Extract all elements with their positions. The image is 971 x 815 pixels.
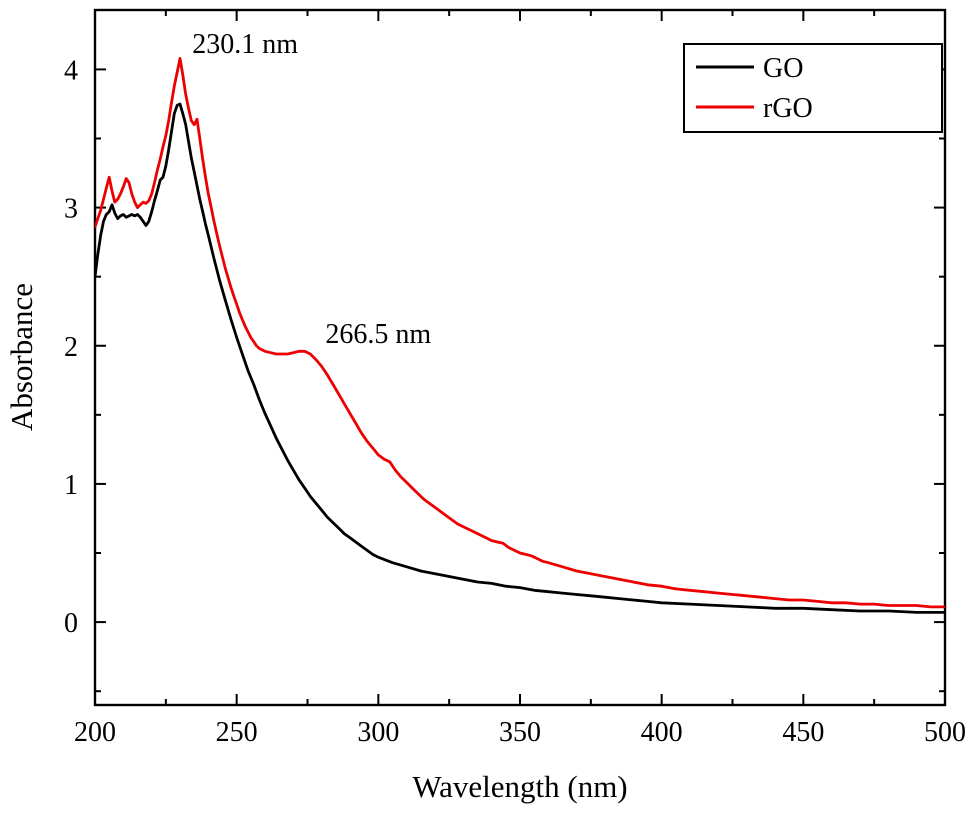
legend-label-rGO: rGO — [763, 93, 813, 124]
x-axis-title: Wavelength (nm) — [412, 769, 627, 804]
axis-tick-labels: 200 250 300 350 400 450 500 0 1 2 3 4 — [64, 55, 966, 748]
y-tick-label: 4 — [64, 55, 78, 86]
series-lines — [95, 57, 945, 614]
y-tick-label: 2 — [64, 332, 78, 363]
y-axis-title: Absorbance — [4, 283, 39, 431]
x-tick-label: 400 — [641, 717, 683, 748]
y-tick-label: 3 — [64, 194, 78, 225]
x-tick-label: 200 — [74, 717, 116, 748]
x-tick-label: 350 — [499, 717, 541, 748]
x-tick-label: 250 — [216, 717, 258, 748]
x-tick-label: 450 — [782, 717, 824, 748]
y-tick-label: 0 — [64, 608, 78, 639]
legend-box — [683, 43, 943, 133]
x-tick-label: 500 — [924, 717, 966, 748]
peak-annotations: 230.1 nm 266.5 nm — [192, 29, 431, 350]
series-line-rGO — [95, 57, 945, 609]
legend-label-GO: GO — [763, 53, 803, 84]
peak-annotation-1: 230.1 nm — [192, 29, 298, 60]
legend: GO rGO — [683, 43, 943, 133]
peak-annotation-2: 266.5 nm — [325, 319, 431, 350]
series-line-GO — [95, 102, 945, 614]
x-tick-label: 300 — [357, 717, 399, 748]
y-tick-label: 1 — [64, 470, 78, 501]
axis-ticks — [94, 10, 946, 705]
